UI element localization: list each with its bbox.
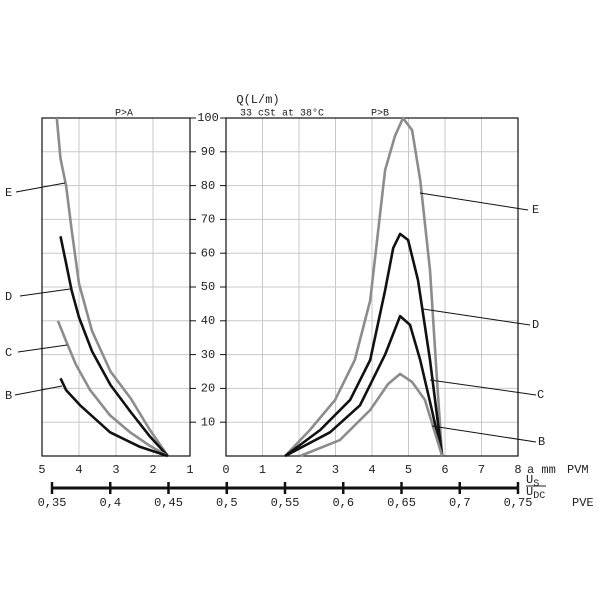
symbol: U xyxy=(526,473,533,487)
subtitle: 33 cSt at 38°C xyxy=(240,108,324,120)
x-axis-label: PVM xyxy=(567,463,589,477)
legend-label: D xyxy=(532,318,539,332)
x-tick-label: 5 xyxy=(38,463,45,477)
x-tick-label: 4 xyxy=(368,463,375,477)
leader-line xyxy=(17,344,68,353)
pve-tick-label: 0,45 xyxy=(154,496,183,510)
x-tick-label: 2 xyxy=(149,463,156,477)
pve-tick-label: 0,5 xyxy=(216,496,238,510)
legend-label: E xyxy=(532,203,539,217)
y-tick-label: 100 xyxy=(197,111,219,125)
x-tick-label: 4 xyxy=(75,463,82,477)
series-line xyxy=(284,116,444,457)
leader-line xyxy=(431,425,537,443)
symbol: U xyxy=(526,485,533,499)
leader-line xyxy=(14,385,63,396)
x-tick-label: 7 xyxy=(478,463,485,477)
series-line xyxy=(59,236,169,457)
leader-line xyxy=(419,192,529,211)
x-tick-label: 2 xyxy=(295,463,302,477)
pve-tick-label: 0,7 xyxy=(449,496,471,510)
y-tick-label: 20 xyxy=(201,382,215,396)
y-tick-label: 40 xyxy=(201,314,215,328)
pve-tick-label: 0,4 xyxy=(99,496,121,510)
panel-title: P>A xyxy=(115,109,133,120)
y-tick-label: 80 xyxy=(201,179,215,193)
series-line xyxy=(55,117,169,457)
pve-tick-label: 0,55 xyxy=(271,496,300,510)
series-line xyxy=(284,232,444,458)
x-tick-label: 3 xyxy=(112,463,119,477)
x-tick-label: 1 xyxy=(186,463,193,477)
y-axis-label: Q(L/m) xyxy=(236,93,279,107)
x-tick-label: 5 xyxy=(405,463,412,477)
ratio-numerator: US xyxy=(526,473,539,489)
x-tick-label: 6 xyxy=(441,463,448,477)
y-tick-label: 30 xyxy=(201,348,215,362)
y-tick-label: 70 xyxy=(201,213,215,227)
x-tick-label: 1 xyxy=(259,463,266,477)
subscript: DC xyxy=(533,491,545,502)
y-tick-label: 60 xyxy=(201,246,215,260)
series-line xyxy=(284,314,444,458)
pve-tick-label: 0,6 xyxy=(332,496,354,510)
pve-label: PVE xyxy=(572,496,594,510)
pve-tick-label: 0,75 xyxy=(504,496,533,510)
y-tick-label: 90 xyxy=(201,145,215,159)
series-line xyxy=(299,372,444,458)
ratio-denominator: UDC xyxy=(526,485,545,501)
leader-line xyxy=(429,379,537,396)
leader-line xyxy=(422,308,531,326)
series-line xyxy=(56,320,169,458)
y-tick-label: 50 xyxy=(201,280,215,294)
legend-label: B xyxy=(5,389,12,403)
legend-label: B xyxy=(538,435,545,449)
legend-label: D xyxy=(5,290,12,304)
pve-tick-label: 0,35 xyxy=(38,496,67,510)
legend-label: C xyxy=(5,346,12,360)
x-tick-label: 8 xyxy=(514,463,521,477)
legend-label: C xyxy=(537,388,544,402)
panel-title: P>B xyxy=(371,109,389,120)
y-tick-label: 10 xyxy=(201,415,215,429)
series-line xyxy=(59,377,169,458)
legend-label: E xyxy=(5,186,12,200)
x-tick-label: 3 xyxy=(332,463,339,477)
leader-line xyxy=(15,182,66,193)
leader-line xyxy=(19,288,71,297)
subscript: S xyxy=(533,479,539,490)
x-tick-label: 0 xyxy=(222,463,229,477)
x-unit: a mm xyxy=(527,463,556,477)
pve-tick-label: 0,65 xyxy=(387,496,416,510)
